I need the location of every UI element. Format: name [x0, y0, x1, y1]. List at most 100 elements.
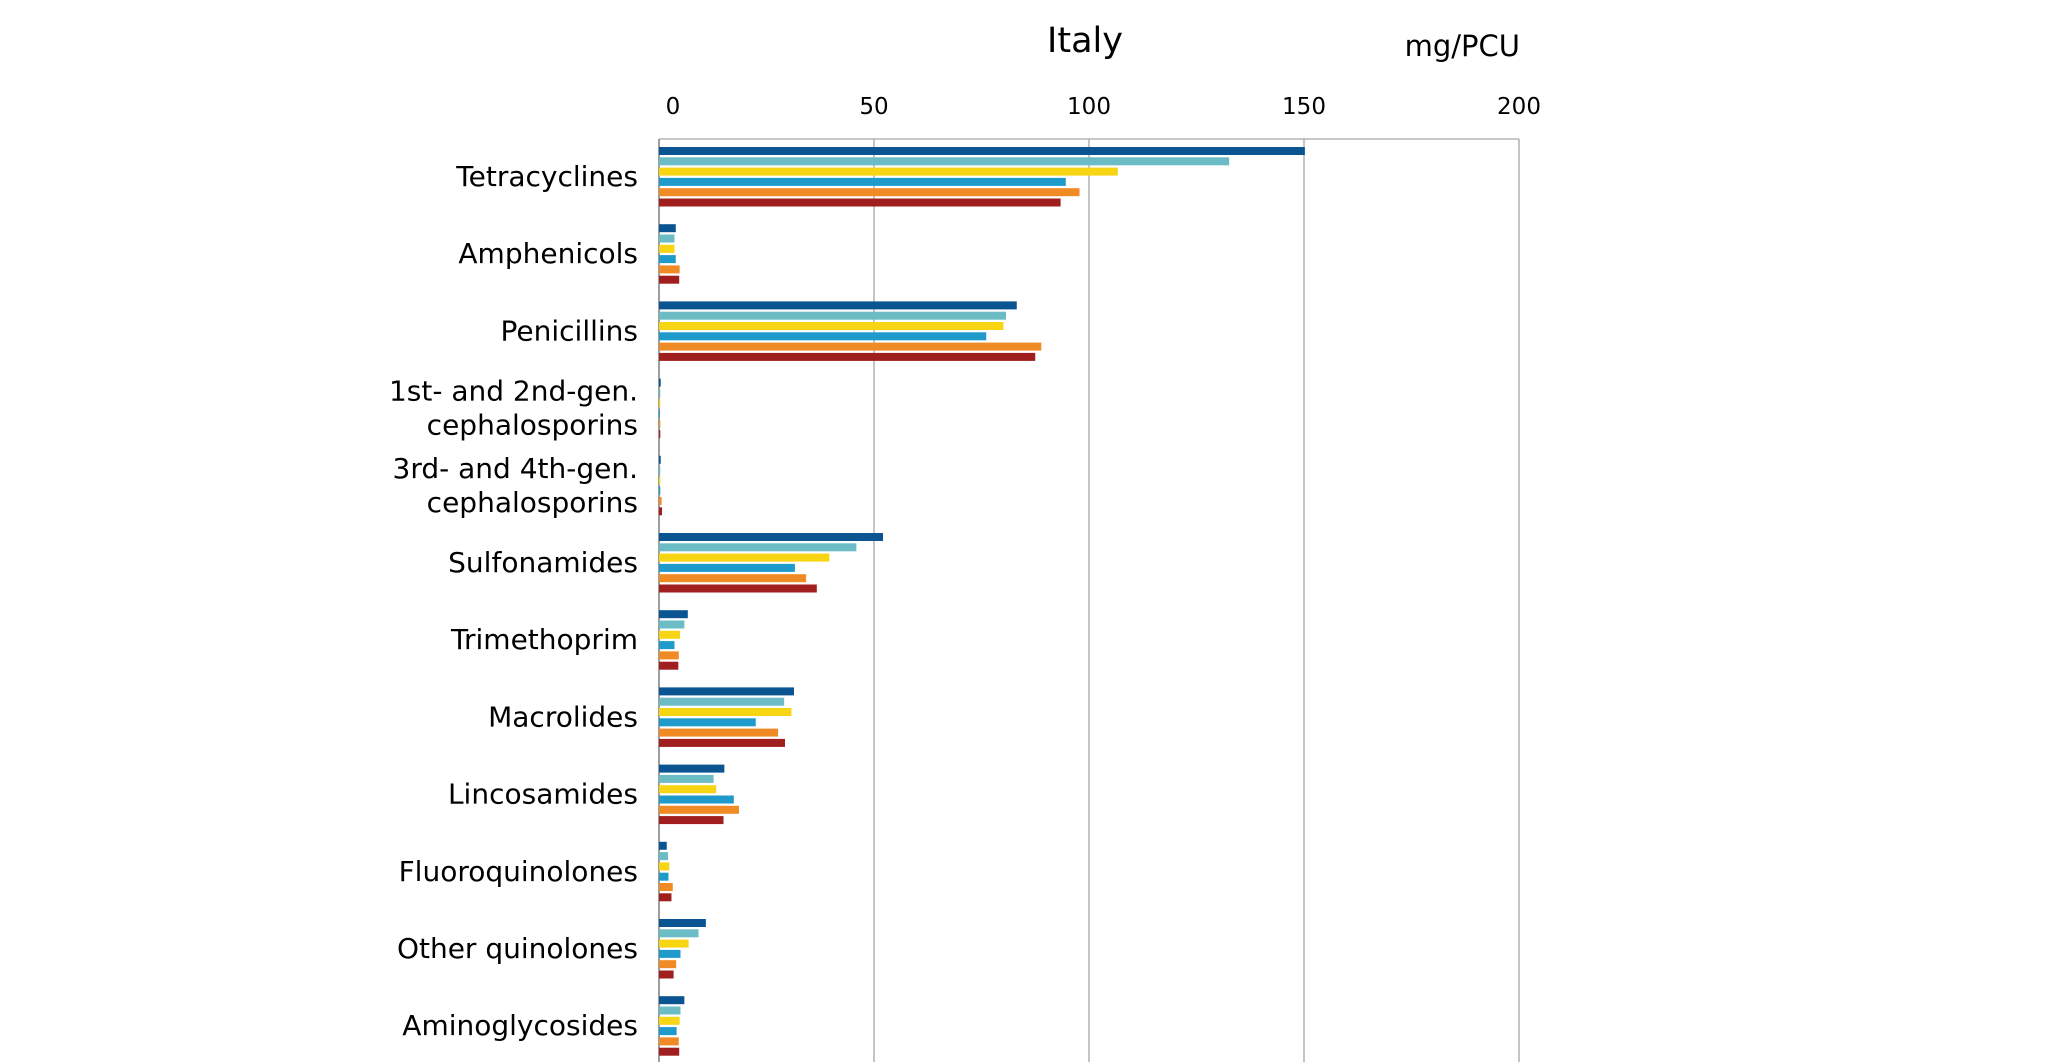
category-label-line: 1st- and 2nd-gen.: [389, 375, 638, 408]
category-label-line: Trimethoprim: [450, 623, 638, 656]
bar: [659, 1016, 680, 1025]
bar: [659, 255, 676, 264]
bars: [659, 147, 1305, 1056]
category-label: Amphenicols: [458, 237, 638, 270]
bar: [659, 388, 661, 397]
category-labels: Tetracyclines Amphenicols Penicillins 1st- …: [389, 160, 638, 1042]
bar: [659, 630, 681, 639]
bar: [659, 466, 661, 475]
bar: [659, 1037, 679, 1046]
bar: [659, 455, 661, 464]
bar: [659, 198, 1061, 207]
bar: [659, 1027, 677, 1036]
x-tick-label: 100: [1067, 94, 1111, 120]
bar: [659, 805, 739, 814]
category-label-line: Penicillins: [501, 314, 638, 347]
bar: [659, 728, 779, 737]
bar: [659, 764, 725, 773]
category-label-line: Sulfonamides: [448, 546, 638, 579]
bar: [659, 816, 724, 825]
category-label-line: Other quinolones: [397, 932, 638, 965]
category-label-line: Amphenicols: [458, 237, 638, 270]
bar: [659, 785, 717, 794]
bar: [659, 157, 1230, 166]
category-label-line: Macrolides: [488, 700, 638, 733]
bar: [659, 409, 660, 418]
bar: [659, 841, 667, 850]
category-label-line: Tetracyclines: [455, 160, 638, 193]
bar: [659, 224, 676, 233]
category-label: 3rd- and 4th-gen. cephalosporins: [393, 452, 638, 519]
bar: [659, 872, 669, 881]
bar: [659, 610, 688, 619]
bar: [659, 697, 785, 706]
category-label: Macrolides: [488, 700, 638, 733]
bar: [659, 352, 1036, 361]
category-label: 1st- and 2nd-gen. cephalosporins: [389, 375, 638, 442]
bar: [659, 661, 679, 670]
category-label: Aminoglycosides: [402, 1009, 638, 1042]
category-label-line: cephalosporins: [427, 486, 638, 519]
bar: [659, 322, 1004, 330]
x-tick-label: 50: [859, 94, 888, 120]
category-label: Sulfonamides: [448, 546, 638, 579]
category-label-line: Aminoglycosides: [402, 1009, 638, 1042]
category-label: Penicillins: [501, 314, 638, 347]
bar: [659, 1006, 681, 1015]
category-label: Other quinolones: [397, 932, 638, 965]
category-label-line: cephalosporins: [427, 409, 638, 442]
bar: [659, 919, 706, 927]
bar: [659, 996, 685, 1005]
bar: [659, 342, 1042, 351]
bar: [659, 378, 661, 387]
bar: [659, 584, 817, 593]
bar: [659, 188, 1080, 197]
bar: [659, 651, 679, 660]
bar: [659, 852, 669, 861]
bar: [659, 486, 661, 495]
bar: [659, 476, 661, 485]
bar: [659, 234, 675, 243]
gridlines: [658, 138, 1520, 1062]
bar: [659, 419, 661, 428]
bar: [659, 553, 830, 562]
bar: [659, 862, 670, 871]
bar: [659, 687, 795, 696]
category-label: Tetracyclines: [455, 160, 638, 193]
bar: [659, 244, 675, 253]
bar: [659, 774, 714, 783]
bar: [659, 563, 795, 572]
category-label-line: Fluoroquinolones: [399, 855, 638, 888]
bar: [659, 430, 661, 439]
bar: [659, 620, 685, 629]
bar: [659, 543, 857, 552]
bar: [659, 533, 884, 541]
category-label: Fluoroquinolones: [399, 855, 638, 888]
bar: [659, 177, 1066, 186]
bar: [659, 795, 734, 804]
bar: [659, 399, 661, 408]
category-label: Trimethoprim: [450, 623, 638, 656]
bar: [659, 641, 675, 650]
bar: [659, 893, 672, 902]
bar: [659, 507, 663, 516]
chart-title: Italy: [1047, 21, 1123, 61]
bar: [659, 939, 689, 948]
x-tick-label: 200: [1497, 94, 1541, 120]
bar: [659, 332, 987, 341]
bar: [659, 265, 680, 274]
bar: [659, 574, 807, 583]
bar: [659, 883, 673, 891]
category-label: Lincosamides: [448, 778, 638, 811]
category-label-line: Lincosamides: [448, 778, 638, 811]
bar: [659, 929, 699, 938]
bar: [659, 275, 680, 284]
bar: [659, 167, 1118, 176]
bar: [659, 497, 662, 505]
bar: [659, 970, 674, 979]
bar: [659, 147, 1305, 155]
unit-label: mg/PCU: [1405, 29, 1520, 63]
x-tick-labels: 0 50 100 150 200: [666, 94, 1541, 120]
bar: [659, 718, 756, 727]
